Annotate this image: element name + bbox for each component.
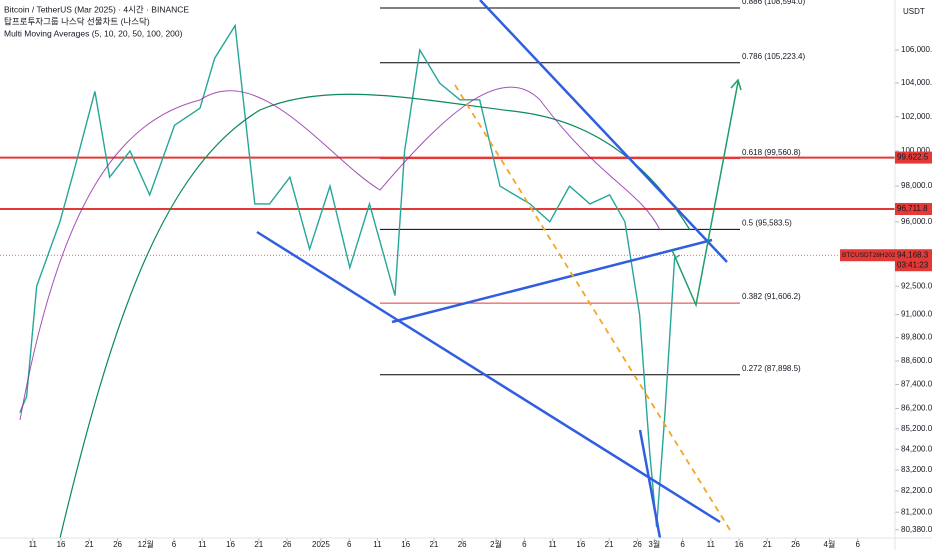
price-level-label: 96,711.8: [897, 204, 928, 213]
x-tick-label: 2025: [312, 540, 330, 549]
x-tick-label: 11: [373, 540, 382, 549]
trend-line: [391, 238, 713, 324]
x-tick-label: 21: [254, 540, 263, 549]
y-tick-label: 100,000.0: [901, 146, 932, 155]
x-tick-label: 21: [429, 540, 438, 549]
x-tick-label: 26: [791, 540, 800, 549]
price-level-label: 99,622.5: [897, 153, 929, 162]
x-tick-label: 6: [855, 540, 860, 549]
last-price-label: 94,168.3: [897, 250, 929, 259]
x-tick-label: 6: [347, 540, 352, 549]
fib-label: 0.382 (91,606.2): [742, 292, 801, 301]
symbol-label: BTCUSDT28H2025: [842, 252, 899, 259]
y-tick-label: 80,380.0: [901, 525, 932, 534]
price-level-box: [895, 151, 932, 164]
x-tick-label: 6: [680, 540, 685, 549]
y-tick-label: 91,000.0: [901, 310, 932, 319]
y-tick-label: 81,200.0: [901, 507, 932, 516]
x-tick-label: 4월: [824, 539, 836, 549]
x-tick-label: 16: [401, 540, 410, 549]
y-tick-label: 86,200.0: [901, 404, 932, 413]
y-tick-label: 82,200.0: [901, 486, 932, 495]
price-line: [19, 23, 681, 528]
x-tick-label: 6: [172, 540, 177, 549]
y-tick-label: 89,800.0: [901, 333, 932, 342]
chart-title: Bitcoin / TetherUS (Mar 2025) · 4시간 · BI…: [4, 4, 189, 14]
x-tick-label: 16: [226, 540, 235, 549]
fib-label: 0.886 (108,594.0): [742, 0, 805, 6]
x-tick-label: 26: [113, 540, 122, 549]
trend-line: [479, 0, 728, 263]
x-tick-label: 12월: [138, 539, 154, 549]
x-tick-label: 16: [57, 540, 66, 549]
y-tick-label: 88,600.0: [901, 356, 932, 365]
x-tick-label: 21: [605, 540, 614, 549]
moving-average: [19, 86, 661, 421]
x-tick-label: 21: [763, 540, 772, 549]
axis-title: USDT: [903, 7, 925, 16]
trend-line: [638, 429, 662, 539]
subtitle: 탑프로투자그룹 나스닥 선물차트 (나스닥): [4, 16, 150, 26]
x-tick-label: 11: [198, 540, 207, 549]
x-tick-label: 2월: [490, 539, 502, 549]
moving-average: [59, 93, 691, 539]
x-tick-label: 26: [633, 540, 642, 549]
x-tick-label: 21: [85, 540, 94, 549]
fib-label: 0.618 (99,560.8): [742, 148, 801, 157]
x-tick-label: 3월: [648, 539, 660, 549]
arrow-head: [730, 78, 742, 91]
y-tick-label: 102,000.0: [901, 112, 932, 121]
y-tick-label: 84,200.0: [901, 444, 932, 453]
symbol-box: [840, 249, 895, 262]
y-tick-label: 87,400.0: [901, 380, 932, 389]
y-tick-label: 104,000.0: [901, 78, 932, 87]
fib-label: 0.5 (95,583.5): [742, 218, 792, 227]
trend-line: [256, 230, 721, 524]
x-tick-label: 26: [283, 540, 292, 549]
indicator-label: Multi Moving Averages (5, 10, 20, 50, 10…: [4, 28, 183, 38]
fib-label: 0.272 (87,898.5): [742, 364, 801, 373]
countdown-label: 03:41:23: [897, 260, 929, 269]
x-tick-label: 16: [576, 540, 585, 549]
y-tick-label: 85,200.0: [901, 424, 932, 433]
fib-label: 0.786 (105,223.4): [742, 52, 805, 61]
plot: [0, 7, 899, 541]
x-tick-label: 26: [458, 540, 467, 549]
x-tick-label: 6: [522, 540, 527, 549]
y-tick-label: 83,200.0: [901, 465, 932, 474]
y-tick-label: 96,000.0: [901, 217, 932, 226]
y-tick-label: 98,000.0: [901, 181, 932, 190]
last-price-box: [895, 249, 932, 272]
y-tick-label: 92,500.0: [901, 281, 932, 290]
projection-arrow: [671, 81, 739, 308]
x-tick-label: 11: [548, 540, 557, 549]
x-tick-label: 11: [29, 540, 38, 549]
x-tick-label: 16: [735, 540, 744, 549]
price-level-box: [895, 203, 932, 216]
x-tick-label: 11: [707, 540, 716, 549]
y-tick-label: 106,000.0: [901, 45, 932, 54]
